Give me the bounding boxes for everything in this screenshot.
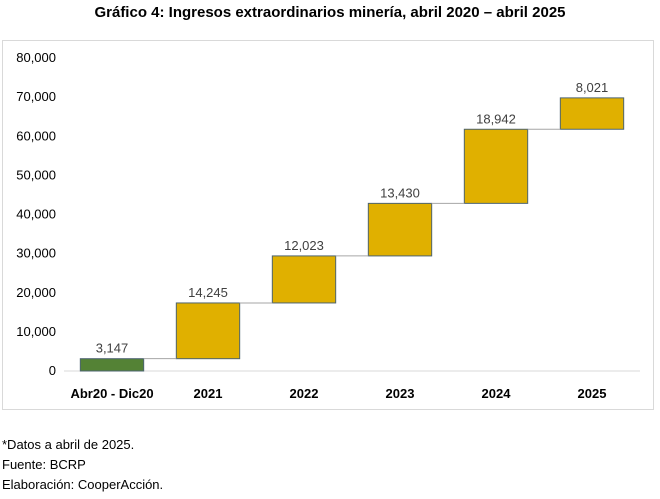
bar	[367, 202, 433, 257]
bar	[271, 255, 337, 304]
y-tick-label: 70,000	[16, 89, 56, 104]
source-note: Fuente: BCRP	[2, 457, 86, 472]
x-tick-label: Abr20 - Dic20	[70, 386, 153, 401]
bar	[175, 302, 241, 360]
elaboration-note: Elaboración: CooperAcción.	[2, 477, 164, 492]
data-label: 12,023	[284, 238, 324, 253]
y-tick-label: 40,000	[16, 207, 56, 222]
data-label: 3,147	[96, 341, 129, 356]
y-tick-label: 10,000	[16, 324, 56, 339]
waterfall-chart: 0 10,000 20,000 30,000 40,000 50,000 60,000 70,…	[16, 50, 640, 401]
data-label: 14,245	[188, 285, 228, 300]
y-tick-label: 60,000	[16, 128, 56, 143]
x-tick-label: 2025	[578, 386, 607, 401]
x-tick-label: 2021	[194, 386, 223, 401]
bar	[463, 128, 529, 204]
y-tick-label: 50,000	[16, 167, 56, 182]
chart-area	[2, 40, 654, 410]
data-note: *Datos a abril de 2025.	[2, 437, 135, 452]
x-tick-label: 2024	[482, 386, 512, 401]
y-tick-label: 80,000	[16, 50, 56, 65]
y-tick-label: 20,000	[16, 285, 56, 300]
data-label: 8,021	[576, 80, 609, 95]
data-label: 18,942	[476, 111, 516, 126]
chart-notes: *Datos a abril de 2025. Fuente: BCRP Ela…	[2, 435, 163, 495]
x-tick-label: 2023	[386, 386, 415, 401]
bar	[79, 358, 145, 372]
bar	[559, 97, 625, 130]
chart-title: Gráfico 4: Ingresos extraordinarios mine…	[94, 4, 566, 21]
y-tick-label: 0	[49, 363, 56, 378]
x-tick-label: 2022	[290, 386, 319, 401]
y-tick-label: 30,000	[16, 246, 56, 261]
data-label: 13,430	[380, 185, 420, 200]
